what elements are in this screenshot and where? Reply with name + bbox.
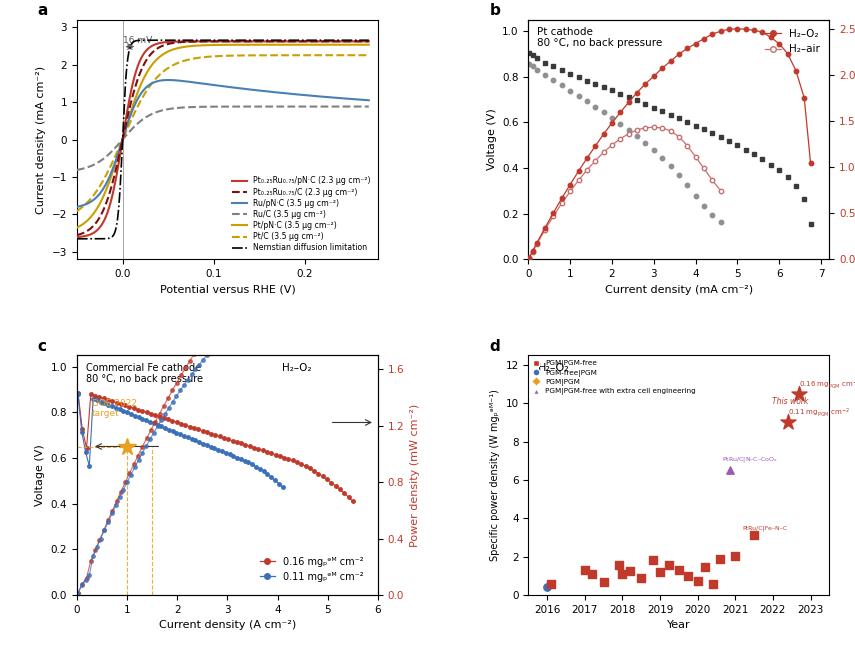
Point	[597, 577, 610, 587]
Point	[691, 576, 705, 586]
Legend: 0.16 mgₚᵊᴹ cm⁻², 0.11 mgₚᵊᴹ cm⁻²: 0.16 mgₚᵊᴹ cm⁻², 0.11 mgₚᵊᴹ cm⁻²	[256, 553, 367, 585]
X-axis label: Current density (mA cm⁻²): Current density (mA cm⁻²)	[604, 284, 753, 295]
Point	[578, 565, 592, 576]
Point	[653, 567, 667, 577]
Y-axis label: Voltage (V): Voltage (V)	[486, 109, 497, 171]
Point	[728, 551, 742, 561]
Y-axis label: Current density (mA cm⁻²): Current density (mA cm⁻²)	[36, 65, 46, 214]
Text: H₂–O₂: H₂–O₂	[281, 362, 311, 373]
Point	[623, 566, 637, 576]
Y-axis label: Specific power density (W mgₚᵊᴹ⁻¹): Specific power density (W mgₚᵊᴹ⁻¹)	[490, 389, 500, 561]
Point	[747, 530, 761, 540]
X-axis label: Year: Year	[667, 621, 691, 630]
Text: PtRu/C|N–C–CoO$_x$: PtRu/C|N–C–CoO$_x$	[722, 455, 778, 464]
Legend: H₂–O₂, H₂–air: H₂–O₂, H₂–air	[761, 25, 824, 58]
Point	[699, 562, 712, 572]
Point	[544, 579, 557, 589]
Point	[781, 417, 795, 428]
Text: Pt cathode
80 °C, no back pressure: Pt cathode 80 °C, no back pressure	[538, 27, 663, 48]
Point	[646, 555, 659, 565]
Text: d: d	[489, 339, 500, 354]
Text: DOE 2022
target: DOE 2022 target	[92, 399, 137, 419]
Text: 0.11 mg$_{\mathrm{PGM}}$ cm$^{-2}$: 0.11 mg$_{\mathrm{PGM}}$ cm$^{-2}$	[788, 407, 850, 419]
Legend: PGM|PGM-free, PGM-free|PGM, PGM|PGM, PGM|PGM-free with extra cell engineering: PGM|PGM-free, PGM-free|PGM, PGM|PGM, PGM…	[532, 359, 697, 396]
Point	[540, 581, 554, 592]
Text: Commercial Fe cathode
80 °C, no back pressure: Commercial Fe cathode 80 °C, no back pre…	[86, 362, 203, 384]
Point	[612, 560, 626, 571]
Text: b: b	[489, 3, 500, 18]
Text: PtRu/C|Fe–N–C: PtRu/C|Fe–N–C	[743, 526, 788, 532]
X-axis label: Potential versus RHE (V): Potential versus RHE (V)	[160, 284, 295, 295]
Point	[706, 578, 720, 589]
Y-axis label: Power density (mW cm⁻²): Power density (mW cm⁻²)	[410, 404, 420, 547]
Text: H₂–O₂: H₂–O₂	[538, 362, 569, 373]
Text: a: a	[38, 3, 48, 18]
Text: c: c	[38, 339, 47, 354]
Point	[681, 571, 695, 581]
Point	[793, 388, 806, 399]
Point	[586, 569, 599, 579]
Point	[722, 465, 736, 475]
Text: 16 mV: 16 mV	[123, 36, 153, 45]
Point	[616, 569, 629, 579]
Text: This work: This work	[772, 397, 809, 406]
Legend: Pt₀.₂₅Ru₀.₇₅/pN·C (2.3 μg cm⁻²), Pt₀.₂₅Ru₀.₇₅/C (2.3 μg cm⁻²), Ru/pN·C (3.5 μg c: Pt₀.₂₅Ru₀.₇₅/pN·C (2.3 μg cm⁻²), Pt₀.₂₅R…	[228, 173, 374, 256]
Point	[663, 560, 676, 571]
Point	[634, 573, 648, 583]
X-axis label: Current density (A cm⁻²): Current density (A cm⁻²)	[159, 621, 296, 630]
Text: 0.16 mg$_{\mathrm{PGM}}$ cm$^{-2}$: 0.16 mg$_{\mathrm{PGM}}$ cm$^{-2}$	[799, 379, 855, 391]
Y-axis label: Voltage (V): Voltage (V)	[35, 444, 45, 506]
Point	[672, 565, 686, 576]
Point	[713, 553, 727, 564]
